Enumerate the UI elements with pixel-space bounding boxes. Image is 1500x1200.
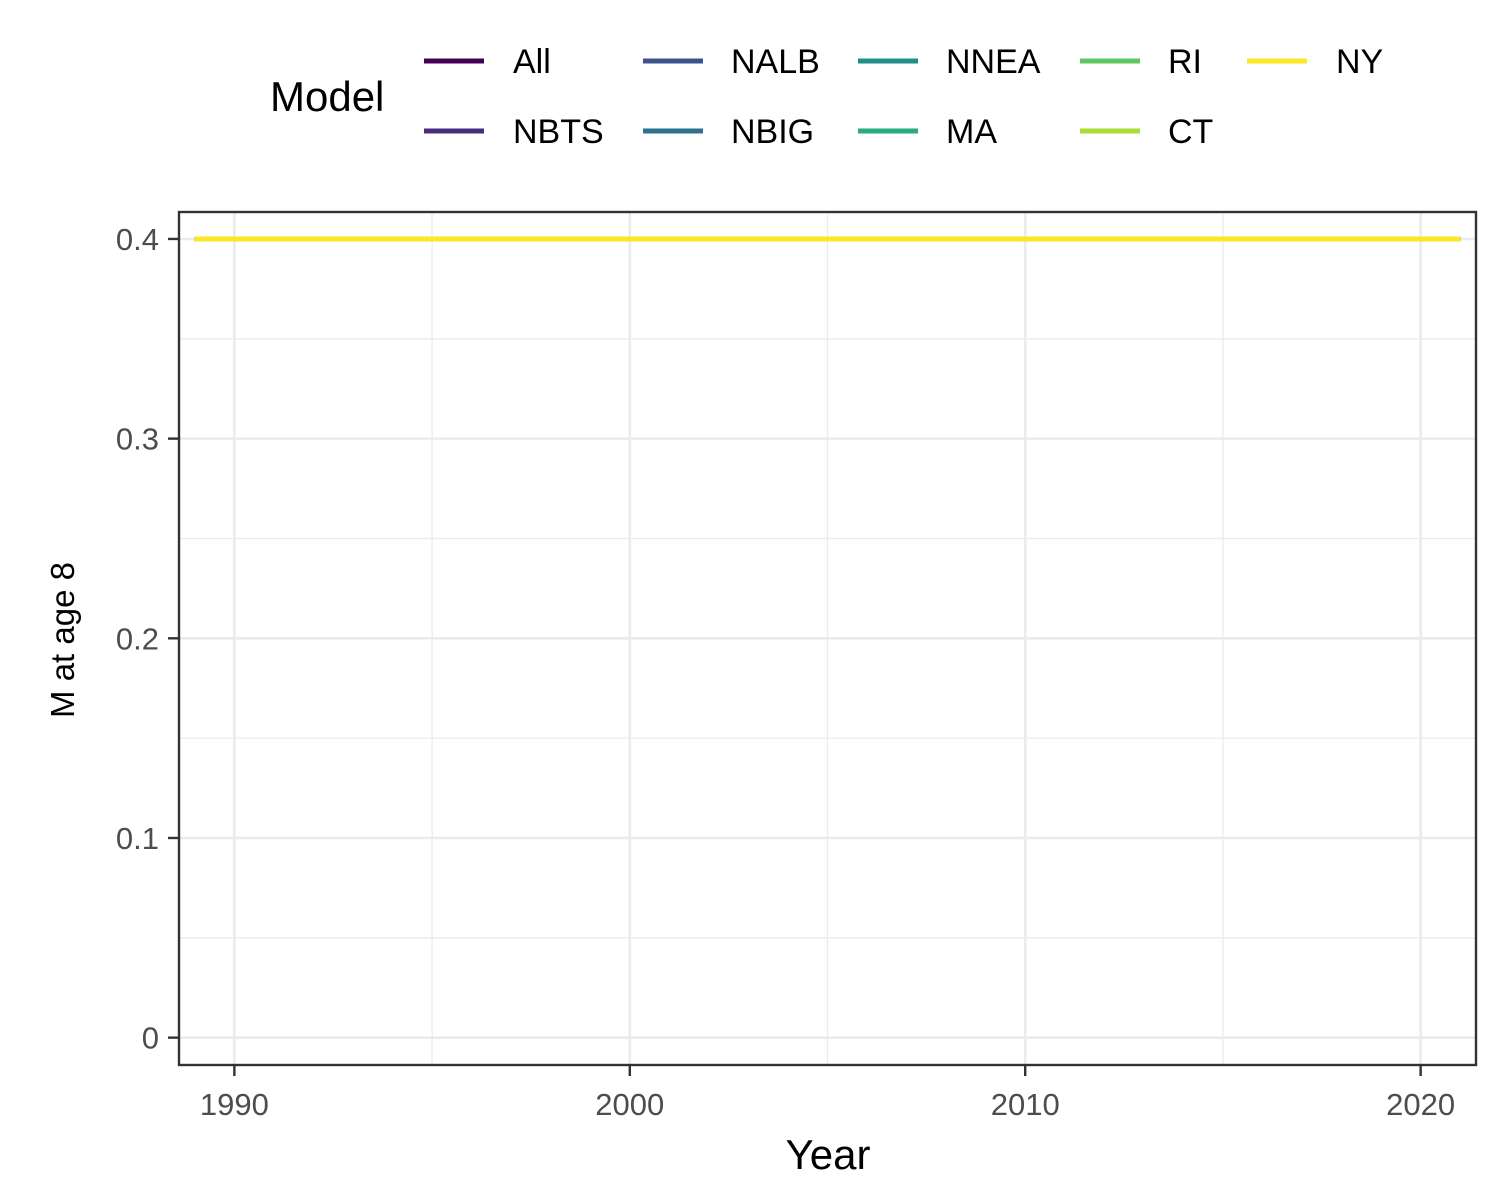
- plot-panel: [177, 210, 1478, 1067]
- legend-label: RI: [1168, 43, 1202, 81]
- y-axis-title: M at age 8: [44, 562, 81, 718]
- legend-item-ct: CT: [1080, 113, 1213, 151]
- x-tick-label: 2020: [1386, 1087, 1455, 1122]
- legend-item-nbig: NBIG: [643, 113, 814, 151]
- x-tick-label: 2010: [991, 1087, 1060, 1122]
- legend: Model All NBTS NALB NBIG NNEA MA RI CT NY: [270, 43, 1383, 151]
- legend-label: CT: [1168, 113, 1213, 151]
- x-tick-label: 2000: [595, 1087, 664, 1122]
- y-tick-label: 0: [142, 1021, 159, 1056]
- legend-item-ny: NY: [1247, 43, 1383, 81]
- grid-minor: [179, 212, 1476, 1065]
- x-axis: 1990 2000 2010 2020: [200, 1065, 1455, 1122]
- legend-label: NBIG: [731, 113, 814, 151]
- legend-label: NY: [1336, 43, 1383, 81]
- legend-item-nalb: NALB: [643, 43, 820, 81]
- legend-item-nbts: NBTS: [424, 113, 604, 151]
- legend-label: NNEA: [946, 43, 1041, 81]
- x-tick-label: 1990: [200, 1087, 269, 1122]
- legend-label: All: [513, 43, 551, 81]
- legend-item-ri: RI: [1080, 43, 1202, 81]
- legend-label: NBTS: [513, 113, 604, 151]
- legend-title: Model: [270, 73, 384, 120]
- x-axis-title: Year: [786, 1131, 871, 1178]
- y-axis: 0 0.1 0.2 0.3 0.4: [116, 222, 179, 1056]
- legend-entries: All NBTS NALB NBIG NNEA MA RI CT NY: [424, 43, 1383, 151]
- legend-label: NALB: [731, 43, 820, 81]
- legend-label: MA: [946, 113, 997, 151]
- legend-item-all: All: [424, 43, 551, 81]
- y-tick-label: 0.2: [116, 621, 159, 656]
- y-tick-label: 0.3: [116, 422, 159, 457]
- y-tick-label: 0.1: [116, 821, 159, 856]
- legend-item-ma: MA: [858, 113, 997, 151]
- y-tick-label: 0.4: [116, 222, 159, 257]
- legend-item-nnea: NNEA: [858, 43, 1041, 81]
